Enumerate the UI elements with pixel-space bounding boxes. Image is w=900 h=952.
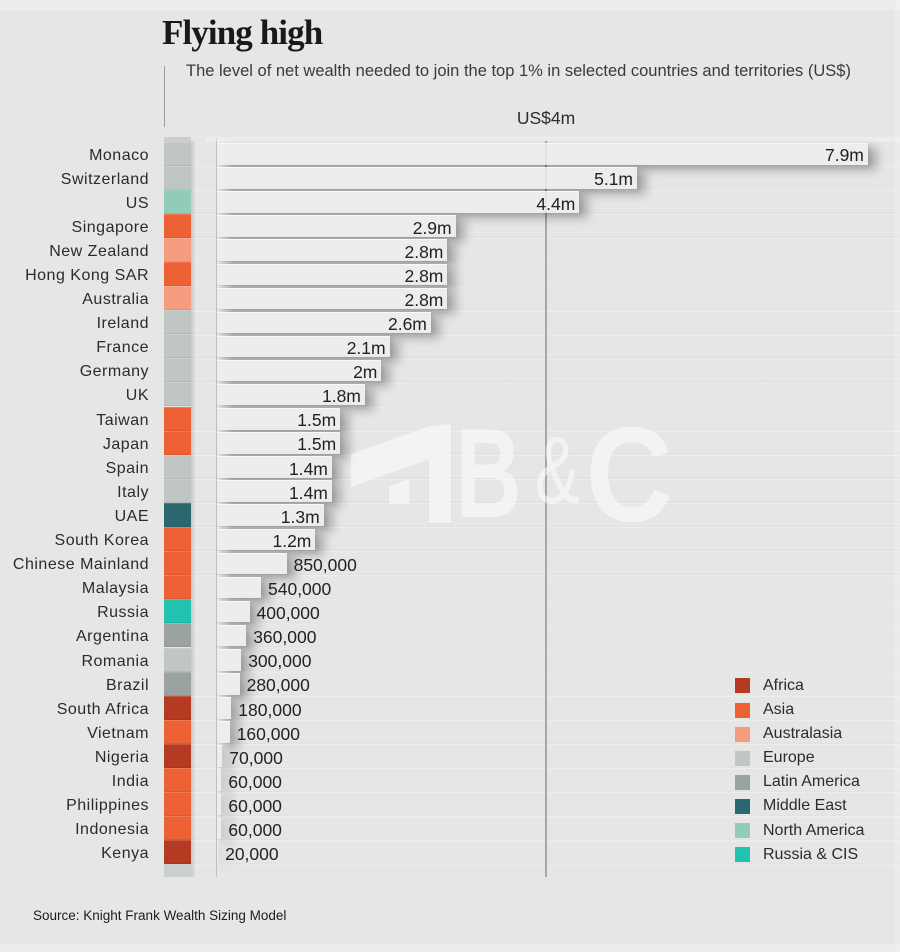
svg-text:C: C	[586, 418, 673, 533]
svg-text:&: &	[535, 418, 580, 524]
svg-text:B: B	[456, 418, 522, 533]
